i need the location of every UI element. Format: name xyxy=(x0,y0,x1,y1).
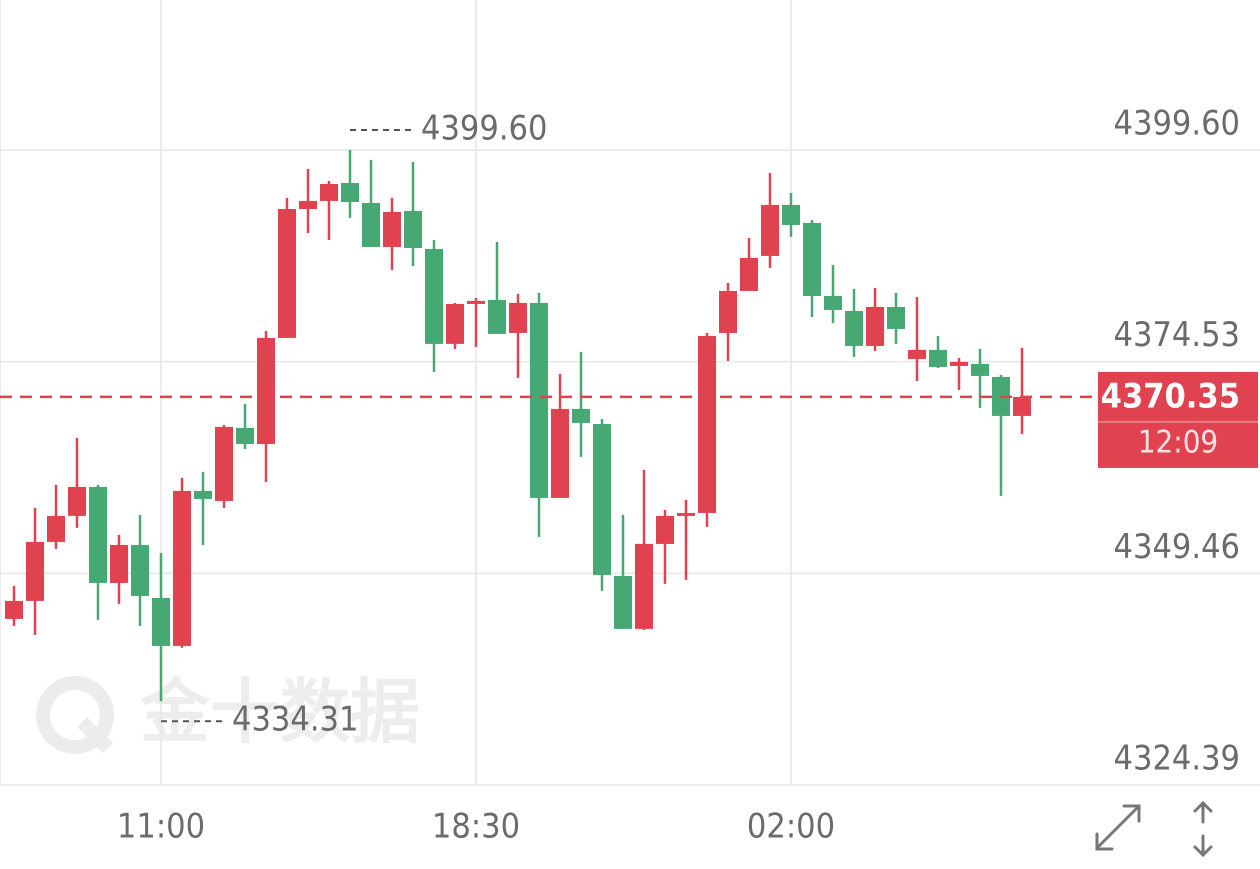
candle-body xyxy=(47,515,65,542)
candle-body xyxy=(215,426,233,501)
candle-body xyxy=(551,408,569,498)
candle-body xyxy=(677,512,695,516)
watermark-logo xyxy=(36,676,114,754)
candle-body xyxy=(593,423,611,575)
candle-body xyxy=(845,310,863,346)
candle-body xyxy=(194,490,212,499)
candle-body xyxy=(530,302,548,498)
annotation-label: 4399.60 xyxy=(421,108,547,148)
candle-body xyxy=(320,183,338,201)
candle-body xyxy=(740,257,758,291)
candle-body xyxy=(68,486,86,516)
fullscreen-button[interactable] xyxy=(1095,804,1141,851)
candle-body xyxy=(1013,396,1031,416)
last-price-box xyxy=(1098,371,1258,468)
candle-body xyxy=(635,543,653,629)
candle-body xyxy=(383,211,401,247)
candle-body xyxy=(929,349,947,367)
candle-body xyxy=(824,295,842,310)
y-tick-label: 4374.53 xyxy=(1114,315,1240,355)
y-tick-label: 4349.46 xyxy=(1114,527,1240,567)
y-tick-label: 4324.39 xyxy=(1114,739,1240,779)
candle-body xyxy=(404,210,422,248)
candle-body xyxy=(110,544,128,583)
scale-button[interactable] xyxy=(1193,800,1213,858)
candle-body xyxy=(257,337,275,444)
candle-body xyxy=(656,515,674,544)
x-tick-label: 11:00 xyxy=(117,807,205,847)
candle-body xyxy=(971,363,989,376)
candle-body xyxy=(761,204,779,256)
candle-body xyxy=(887,306,905,329)
candle-body xyxy=(89,486,107,583)
candle-body xyxy=(467,300,485,304)
candle-body xyxy=(131,544,149,596)
x-tick-label: 02:00 xyxy=(747,807,835,847)
candle-body xyxy=(782,204,800,225)
candle-body xyxy=(950,361,968,366)
candle-body xyxy=(152,597,170,646)
candle-body xyxy=(26,541,44,601)
candle-body xyxy=(614,575,632,629)
candle-body xyxy=(572,408,590,423)
candle-body xyxy=(908,349,926,359)
candle-body xyxy=(866,306,884,346)
candle-body xyxy=(509,302,527,333)
candle-body xyxy=(278,208,296,338)
last-price-label: 4370.35 xyxy=(1101,376,1240,416)
candle-body xyxy=(236,427,254,444)
candle-body xyxy=(698,335,716,513)
candle-body xyxy=(446,303,464,344)
y-tick-label: 4399.60 xyxy=(1114,103,1240,143)
candle-body xyxy=(299,200,317,209)
candle-body xyxy=(341,182,359,202)
x-tick-label: 18:30 xyxy=(432,807,520,847)
annotation-label: 4334.31 xyxy=(232,700,358,740)
candle-body xyxy=(803,222,821,296)
candle-body xyxy=(362,202,380,247)
candle-body xyxy=(425,248,443,344)
countdown: 12:09 xyxy=(1138,424,1218,460)
candle-body xyxy=(719,290,737,333)
candle-body xyxy=(173,490,191,646)
candle-body xyxy=(488,299,506,334)
candle-body xyxy=(5,600,23,619)
watermark: 金十数据 xyxy=(139,671,420,753)
